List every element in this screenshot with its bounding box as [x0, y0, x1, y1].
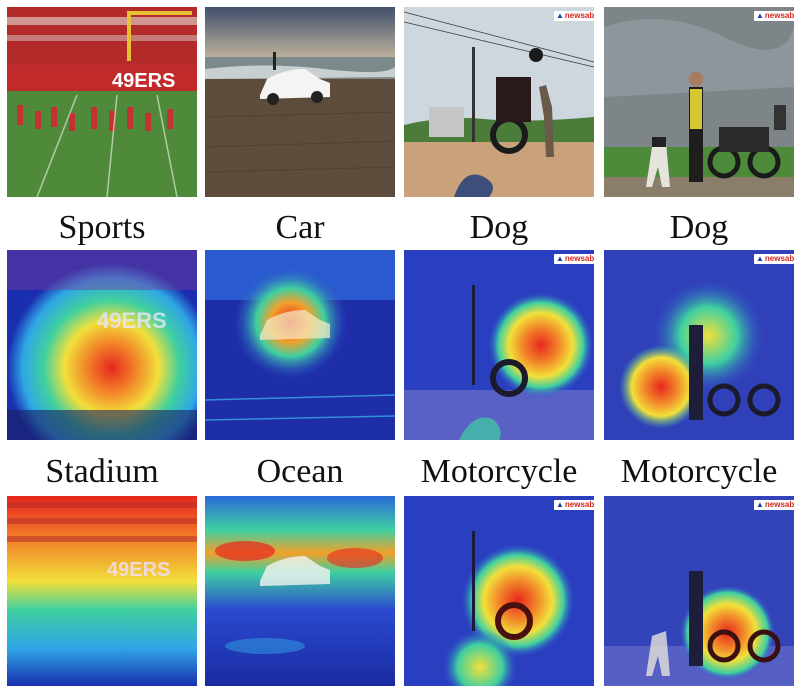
photo-dog-motorcycle-2: ▲newsable: [604, 7, 794, 197]
watermark-brand: newsable: [764, 11, 794, 20]
caption-motorcycle-1: Motorcycle: [420, 453, 578, 490]
caption-dog-1: Dog: [469, 209, 529, 246]
watermark-brand: newsable: [764, 254, 794, 263]
triangle-icon: ▲: [556, 500, 564, 509]
triangle-icon: ▲: [556, 254, 564, 263]
caption-motorcycle-2: Motorcycle: [620, 453, 778, 490]
heatmap-motorcycle-1: ▲newsable: [404, 496, 594, 686]
watermark-brand: newsable: [764, 500, 794, 509]
heatmap-dog-2: ▲newsable: [604, 250, 794, 440]
watermark-logo: ▲newsable: [554, 500, 594, 510]
caption-dog-2: Dog: [669, 209, 729, 246]
photo-dog-motorcycle-1: ▲newsable: [404, 7, 594, 197]
jersey-number-text: 49ERS: [97, 308, 167, 333]
watermark-brand: newsable: [564, 254, 594, 263]
watermark-logo: ▲newsable: [554, 11, 594, 21]
watermark-logo: ▲newsable: [754, 500, 794, 510]
triangle-icon: ▲: [756, 500, 764, 509]
triangle-icon: ▲: [756, 11, 764, 20]
photo-car-beach: [205, 7, 395, 197]
caption-sports: Sports: [58, 209, 146, 246]
heatmap-dog-1: ▲newsable: [404, 250, 594, 440]
heatmap-ocean: [205, 496, 395, 686]
watermark-logo: ▲newsable: [554, 254, 594, 264]
heatmap-car: [205, 250, 395, 440]
triangle-icon: ▲: [756, 254, 764, 263]
watermark-logo: ▲newsable: [754, 254, 794, 264]
jersey-number-text: 49ERS: [112, 70, 175, 92]
watermark-brand: newsable: [564, 500, 594, 509]
caption-car: Car: [275, 209, 325, 246]
heatmap-motorcycle-2: ▲newsable: [604, 496, 794, 686]
photo-sports-field: 49ERS: [7, 7, 197, 197]
caption-ocean: Ocean: [256, 453, 344, 490]
triangle-icon: ▲: [556, 11, 564, 20]
heatmap-sports: 49ERS: [7, 250, 197, 440]
caption-stadium: Stadium: [45, 453, 159, 490]
watermark-brand: newsable: [564, 11, 594, 20]
heatmap-stadium: 49ERS: [7, 496, 197, 686]
jersey-number-text: 49ERS: [107, 559, 170, 581]
watermark-logo: ▲newsable: [754, 11, 794, 21]
